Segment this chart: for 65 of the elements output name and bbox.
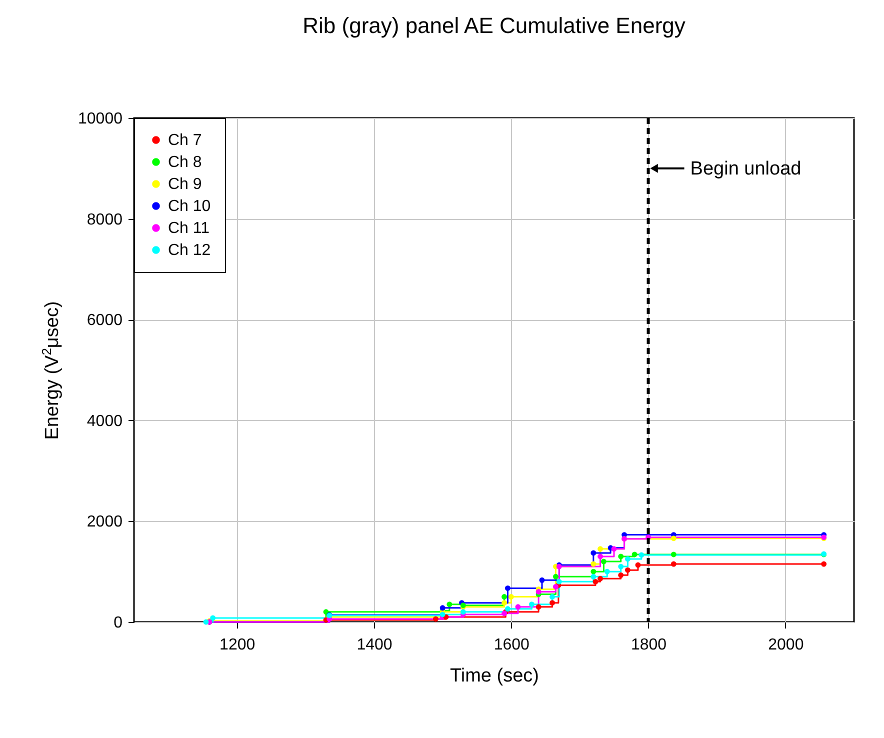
point bbox=[590, 568, 596, 574]
point bbox=[624, 556, 630, 562]
point bbox=[210, 615, 216, 621]
y-tick-label: 0 bbox=[114, 614, 123, 632]
point bbox=[670, 561, 676, 567]
x-tick-label: 1200 bbox=[220, 636, 256, 654]
point bbox=[536, 589, 542, 594]
point bbox=[502, 594, 508, 600]
point bbox=[590, 561, 596, 567]
legend-label: Ch 8 bbox=[168, 154, 202, 171]
point bbox=[504, 606, 510, 612]
point bbox=[446, 602, 452, 608]
point bbox=[632, 552, 638, 558]
point bbox=[552, 574, 558, 580]
point bbox=[592, 578, 598, 584]
point bbox=[598, 546, 604, 552]
point bbox=[508, 594, 514, 600]
legend-label: Ch 10 bbox=[168, 198, 211, 215]
point bbox=[550, 600, 556, 606]
point bbox=[539, 577, 545, 583]
legend-label: Ch 12 bbox=[168, 242, 211, 259]
point bbox=[611, 546, 617, 552]
point bbox=[590, 574, 596, 580]
point bbox=[670, 552, 676, 558]
point bbox=[590, 550, 596, 556]
point bbox=[556, 578, 562, 584]
point bbox=[536, 604, 542, 610]
point bbox=[638, 552, 644, 558]
chart-title: Rib (gray) panel AE Cumulative Energy bbox=[302, 13, 686, 38]
point bbox=[618, 572, 624, 578]
point bbox=[821, 561, 827, 567]
point bbox=[624, 567, 630, 573]
x-tick-label: 1600 bbox=[494, 636, 530, 654]
point bbox=[635, 562, 641, 568]
annotation: Begin unload bbox=[690, 158, 802, 180]
point bbox=[618, 564, 624, 570]
y-tick-label: 8000 bbox=[86, 211, 123, 228]
point bbox=[552, 584, 558, 590]
y-tick-label: 2000 bbox=[86, 514, 123, 531]
x-tick-label: 1400 bbox=[356, 636, 392, 654]
point bbox=[598, 554, 604, 560]
point bbox=[460, 609, 466, 615]
point bbox=[618, 554, 624, 560]
y-tick-label: 6000 bbox=[86, 312, 123, 330]
point bbox=[440, 612, 446, 618]
x-tick-label: 1800 bbox=[630, 636, 667, 654]
point bbox=[440, 605, 446, 611]
y-tick-label: 10000 bbox=[78, 110, 123, 128]
point bbox=[600, 558, 606, 564]
point bbox=[502, 600, 508, 606]
legend-label: Ch 7 bbox=[168, 132, 202, 149]
x-tick-label: 2000 bbox=[768, 636, 804, 654]
point bbox=[670, 536, 676, 542]
point bbox=[604, 568, 610, 574]
point bbox=[203, 619, 209, 625]
point bbox=[432, 616, 438, 622]
x-axis-title: Time (sec) bbox=[450, 666, 540, 686]
legend-label: Ch 9 bbox=[168, 176, 202, 193]
y-tick-label: 4000 bbox=[86, 412, 123, 430]
point bbox=[598, 576, 604, 582]
point bbox=[504, 586, 510, 591]
legend-label: Ch 11 bbox=[168, 220, 210, 237]
point bbox=[550, 594, 556, 600]
point bbox=[528, 602, 534, 608]
point bbox=[515, 604, 521, 610]
